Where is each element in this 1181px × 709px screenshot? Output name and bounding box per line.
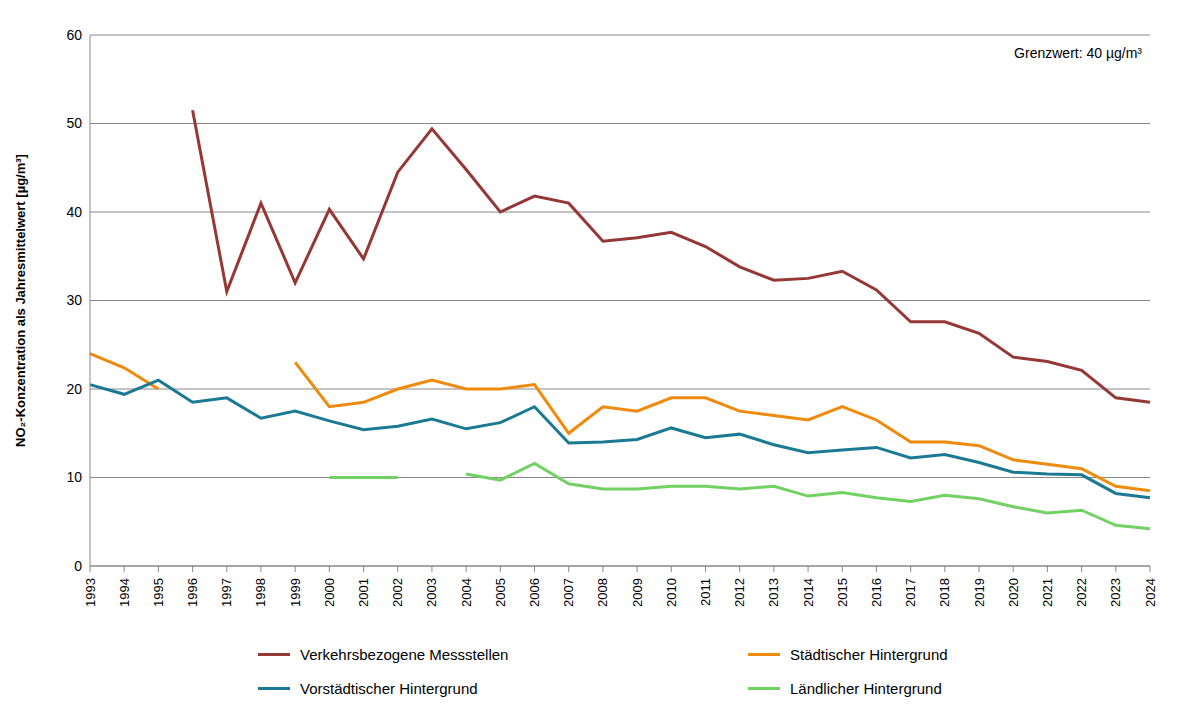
- html-text:Ländlicher Hintergrund: Ländlicher Hintergrund: [790, 679, 942, 697]
- svg-text:2008: 2008: [595, 578, 610, 607]
- svg-text:2002: 2002: [390, 578, 405, 607]
- svg-text:20: 20: [66, 381, 82, 397]
- html-text:Vorstädtischer Hintergrund: Vorstädtischer Hintergrund: [300, 679, 478, 697]
- svg-text:2003: 2003: [424, 578, 439, 607]
- html-text:Städtischer Hintergrund: Städtischer Hintergrund: [790, 645, 948, 663]
- svg-text:40: 40: [66, 204, 82, 220]
- svg-text:2013: 2013: [766, 578, 781, 607]
- svg-text:2017: 2017: [903, 578, 918, 607]
- svg-text:2009: 2009: [630, 578, 645, 607]
- svg-text:2021: 2021: [1040, 578, 1055, 607]
- svg-text:2004: 2004: [459, 578, 474, 607]
- svg-text:1995: 1995: [151, 578, 166, 607]
- html-text:Grenzwert: 40 µg/m³: Grenzwert: 40 µg/m³: [1014, 45, 1142, 61]
- svg-text:2022: 2022: [1074, 578, 1089, 607]
- svg-text:2012: 2012: [732, 578, 747, 607]
- svg-text:2007: 2007: [561, 578, 576, 607]
- svg-text:2019: 2019: [972, 578, 987, 607]
- svg-text:1998: 1998: [253, 578, 268, 607]
- svg-text:2000: 2000: [322, 578, 337, 607]
- svg-text:30: 30: [66, 292, 82, 308]
- svg-text:2015: 2015: [835, 578, 850, 607]
- html-text:Verkehrsbezogene Messstellen: Verkehrsbezogene Messstellen: [300, 645, 509, 663]
- svg-text:NO₂-Konzentration als Jahresmi: NO₂-Konzentration als Jahresmittelwert […: [13, 154, 28, 447]
- svg-text:1996: 1996: [185, 578, 200, 607]
- svg-text:2006: 2006: [527, 578, 542, 607]
- svg-text:2020: 2020: [1006, 578, 1021, 607]
- svg-text:1999: 1999: [288, 578, 303, 607]
- svg-text:1994: 1994: [117, 578, 132, 607]
- svg-text:2018: 2018: [937, 578, 952, 607]
- svg-text:0: 0: [74, 558, 82, 574]
- svg-text:2014: 2014: [801, 578, 816, 607]
- svg-text:1993: 1993: [83, 578, 98, 607]
- svg-text:50: 50: [66, 115, 82, 131]
- svg-text:2005: 2005: [493, 578, 508, 607]
- svg-text:2011: 2011: [698, 578, 713, 606]
- svg-text:2016: 2016: [869, 578, 884, 607]
- svg-text:2023: 2023: [1108, 578, 1123, 607]
- svg-text:60: 60: [66, 27, 82, 43]
- svg-text:2024: 2024: [1143, 578, 1158, 607]
- svg-text:2010: 2010: [664, 578, 679, 607]
- svg-text:2001: 2001: [356, 578, 371, 607]
- svg-text:10: 10: [66, 469, 82, 485]
- svg-text:1997: 1997: [219, 578, 234, 607]
